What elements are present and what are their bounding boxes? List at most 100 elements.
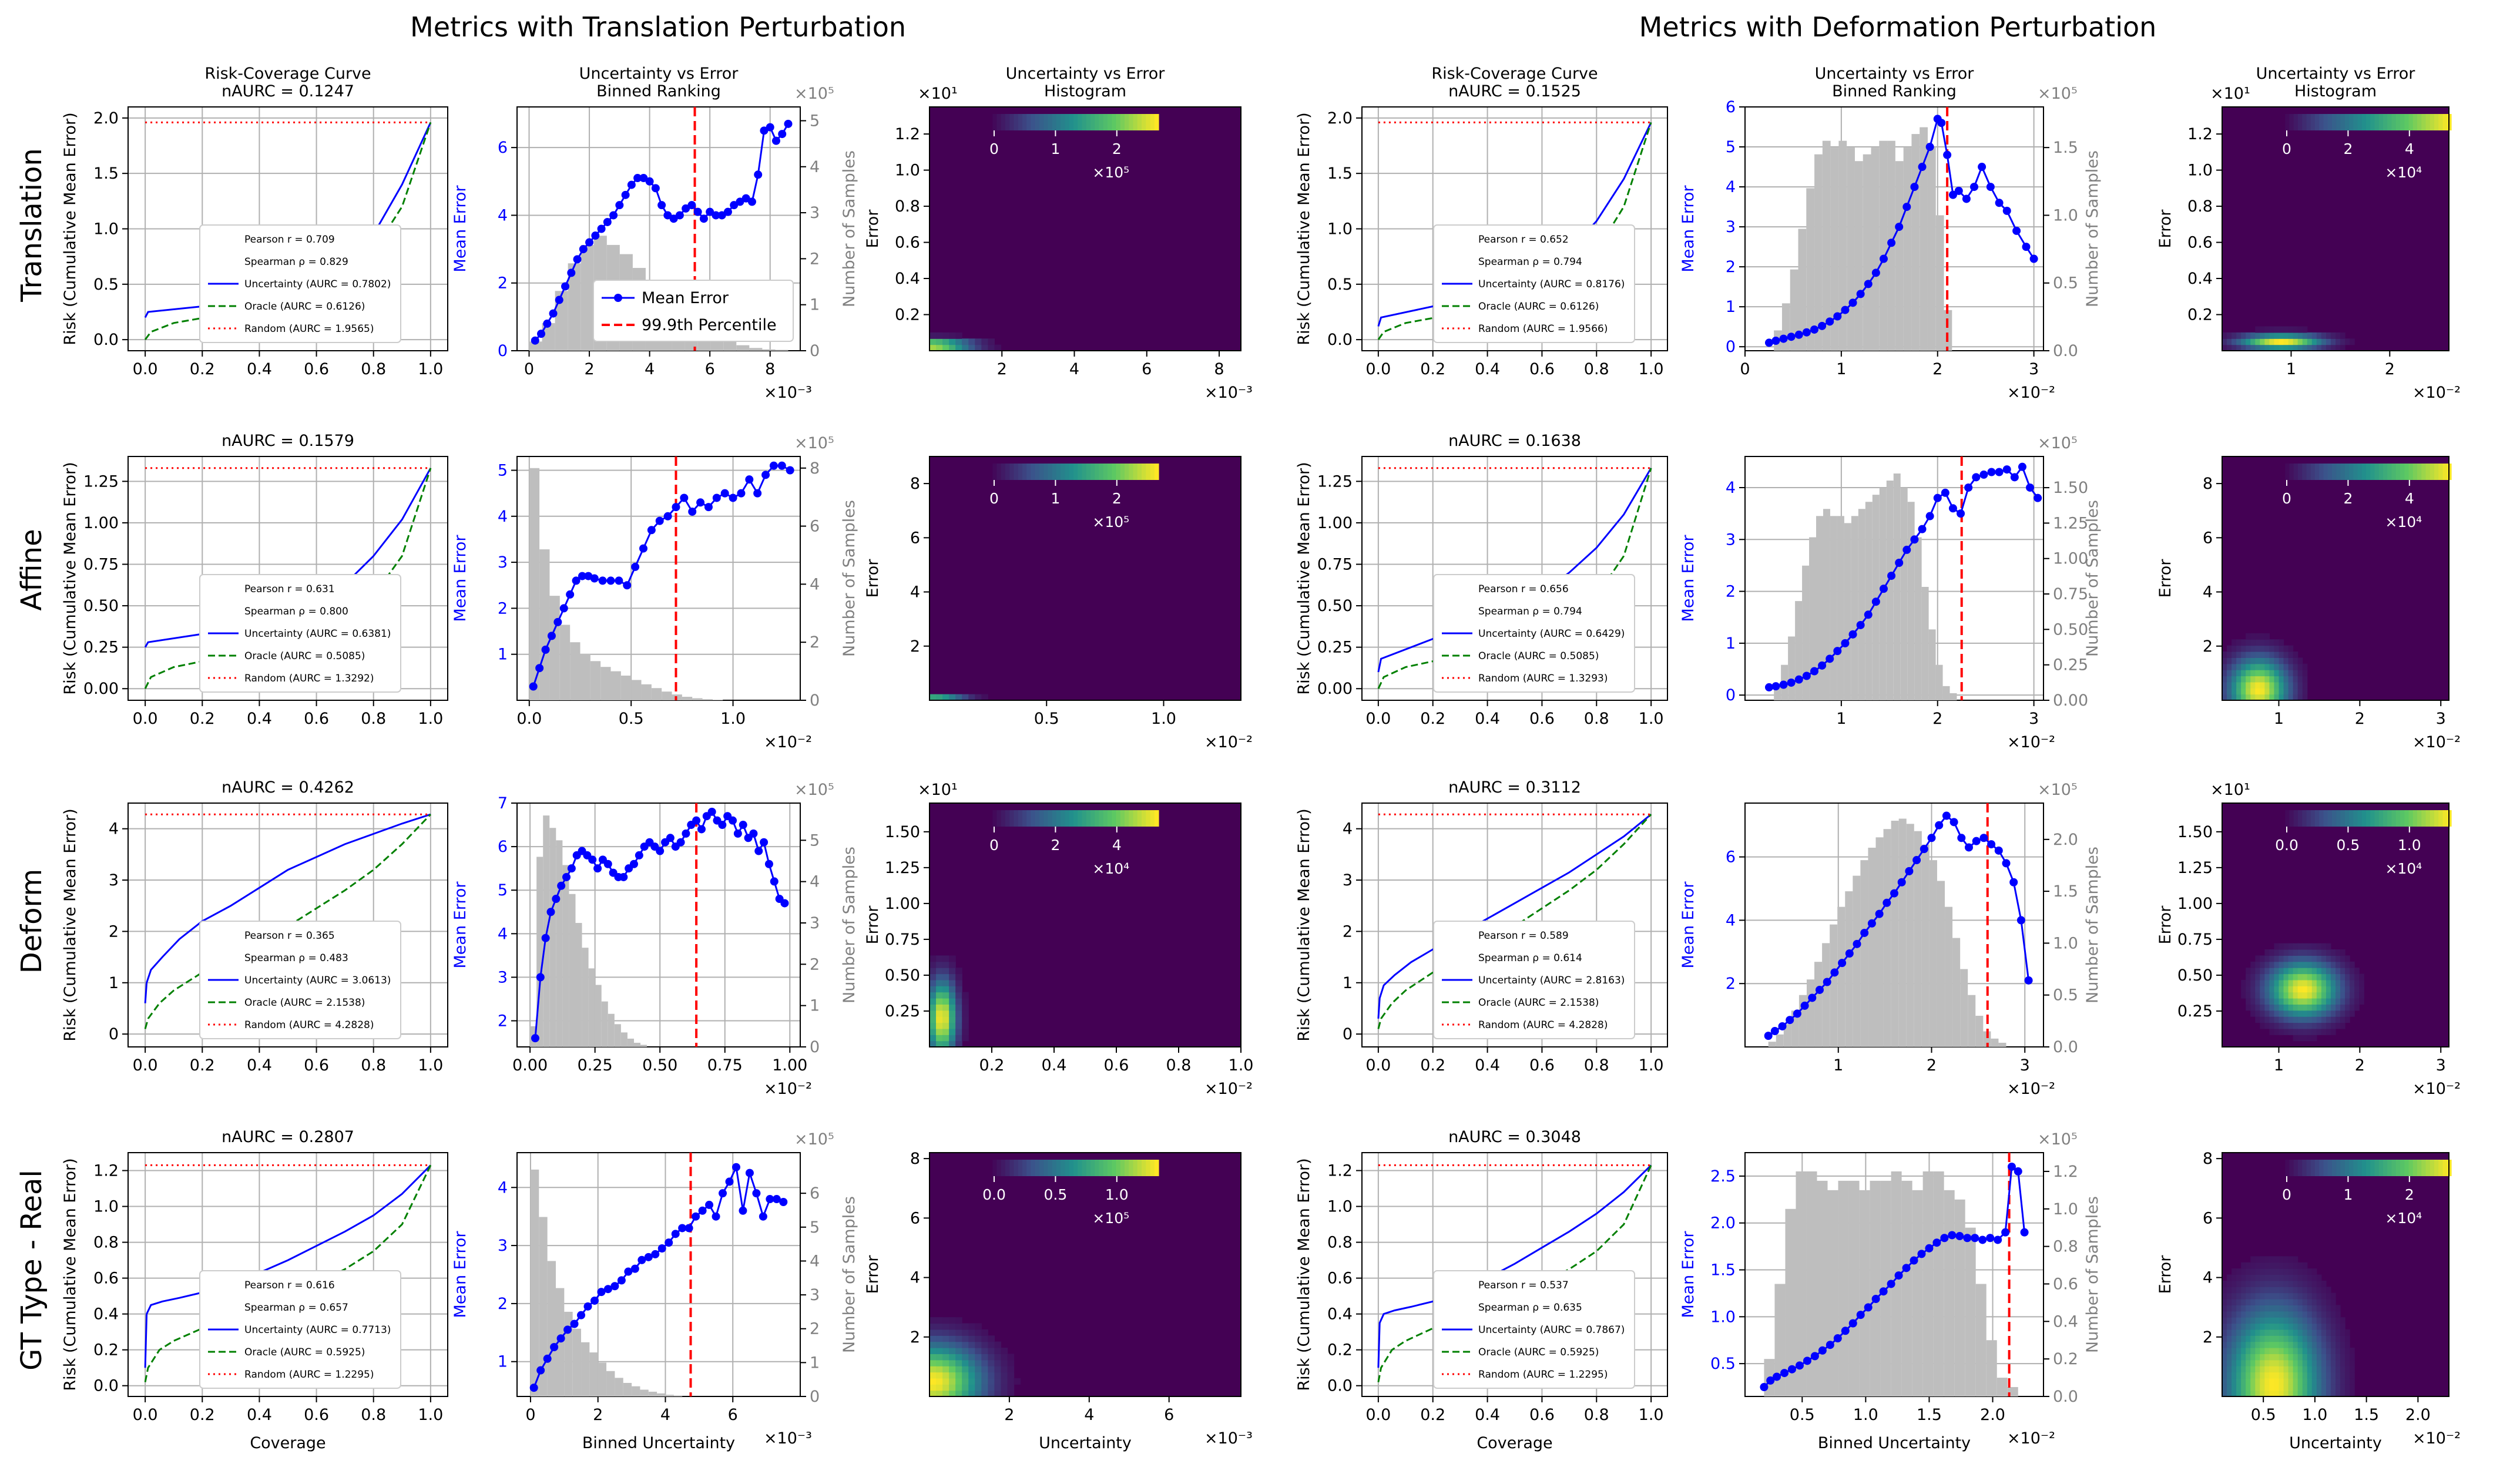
colorbar-segment bbox=[1022, 1160, 1027, 1176]
colorbar-segment bbox=[1137, 810, 1142, 827]
axes-frame bbox=[1361, 456, 1668, 701]
heatmap-cell bbox=[2232, 1317, 2237, 1324]
colorbar-segment bbox=[2421, 810, 2427, 827]
heatmap-cell bbox=[2293, 961, 2298, 968]
heatmap-cell bbox=[2264, 1004, 2270, 1011]
heatmap-cell bbox=[994, 1341, 1002, 1348]
histogram-bar bbox=[1806, 188, 1815, 351]
heatmap-cell bbox=[2288, 1378, 2294, 1385]
heatmap-cell bbox=[1007, 1390, 1015, 1397]
heatmap-cell bbox=[2250, 688, 2256, 695]
heatmap-cell bbox=[2316, 992, 2322, 999]
mean-error-point bbox=[1910, 535, 1919, 544]
heatmap-cell bbox=[2326, 332, 2331, 339]
heatmap-cell bbox=[2330, 1390, 2336, 1397]
heatmap-cell bbox=[942, 1354, 949, 1361]
heatmap-cell bbox=[2260, 1366, 2265, 1373]
heatmap-cell bbox=[949, 1378, 956, 1385]
heatmap-cell bbox=[2350, 992, 2355, 999]
heatmap-cell bbox=[2302, 1348, 2308, 1354]
colorbar-tick-label: 1 bbox=[1051, 490, 1060, 507]
legend-entry: Spearman ρ = 0.614 bbox=[1478, 952, 1582, 964]
y2-tick-label: 8 bbox=[810, 459, 820, 478]
mean-error-point bbox=[579, 245, 588, 254]
heatmap-cell bbox=[2311, 1004, 2317, 1011]
x-exponent: ×10⁻² bbox=[2007, 1080, 2055, 1098]
colorbar-segment bbox=[1150, 464, 1155, 480]
heatmap-cell bbox=[2260, 1354, 2265, 1361]
heatmap-cell bbox=[962, 1335, 969, 1342]
mean-error-point bbox=[623, 581, 632, 590]
heatmap-cell bbox=[930, 1040, 937, 1047]
heatmap-cell bbox=[2288, 1341, 2294, 1348]
mean-error-point bbox=[1848, 298, 1857, 307]
y-tick-label: 3 bbox=[498, 968, 508, 986]
y-tick-label: 1.0 bbox=[895, 162, 920, 180]
heatmap-cell bbox=[936, 1354, 943, 1361]
heatmap-cell bbox=[2236, 1372, 2242, 1379]
heatmap-cell bbox=[981, 1378, 988, 1385]
heatmap-cell bbox=[2297, 949, 2303, 956]
colorbar-segment bbox=[1103, 114, 1108, 130]
x-tick-label: 0.8 bbox=[1584, 1056, 1609, 1075]
heatmap-cell bbox=[2336, 998, 2341, 1005]
heatmap-cell bbox=[955, 1317, 962, 1324]
histogram-bar bbox=[1795, 601, 1803, 700]
heatmap-cell bbox=[2260, 1292, 2265, 1300]
heatmap-cell bbox=[2241, 1341, 2246, 1348]
x-exponent: ×10⁻² bbox=[2412, 733, 2461, 751]
histogram-bar bbox=[1837, 906, 1845, 1047]
heatmap-cell bbox=[2264, 1372, 2270, 1379]
heatmap-cell bbox=[955, 694, 962, 701]
colorbar-segment bbox=[2366, 810, 2371, 827]
y-tick-label: 4 bbox=[1726, 479, 1736, 497]
heatmap-cell bbox=[2255, 1256, 2260, 1263]
heatmap-cell bbox=[2288, 1028, 2294, 1035]
heatmap-cell bbox=[2274, 1378, 2280, 1385]
heatmap-cell bbox=[2340, 1366, 2345, 1373]
heatmap-cell bbox=[1001, 1372, 1008, 1379]
mean-error-point bbox=[627, 180, 636, 189]
histogram-bar bbox=[1845, 891, 1853, 1047]
heatmap-cell bbox=[955, 1040, 962, 1047]
heatmap-cell bbox=[2321, 992, 2327, 999]
heatmap-cell bbox=[949, 1384, 956, 1391]
mean-error-point bbox=[644, 1253, 653, 1261]
heatmap-cell bbox=[2340, 1384, 2345, 1391]
heatmap-cell bbox=[2288, 955, 2294, 962]
heatmap-cell bbox=[2283, 1287, 2289, 1294]
heatmap-cell bbox=[2279, 1384, 2284, 1391]
legend-entry: Pearson r = 0.652 bbox=[1478, 234, 1569, 246]
x-exponent: ×10⁻³ bbox=[1204, 384, 1253, 402]
heatmap-cell bbox=[2283, 955, 2289, 962]
x-tick-label: 1.5 bbox=[2354, 1406, 2379, 1424]
heatmap-cell bbox=[2246, 992, 2251, 999]
mean-error-point bbox=[1786, 1016, 1794, 1025]
y2-axis-label: Number of Samples bbox=[840, 150, 858, 307]
y-exponent: ×10¹ bbox=[918, 85, 958, 103]
heatmap-cell bbox=[2274, 332, 2280, 339]
colorbar-segment bbox=[1018, 810, 1023, 827]
colorbar-segment bbox=[1009, 114, 1015, 130]
y-axis-label: Mean Error bbox=[451, 535, 469, 622]
axes-frame bbox=[2222, 456, 2449, 701]
colorbar-segment bbox=[1090, 1160, 1095, 1176]
colorbar-exponent: ×10⁵ bbox=[1092, 513, 1129, 530]
x-tick-label: 0.8 bbox=[361, 710, 386, 728]
mean-error-point bbox=[737, 489, 746, 498]
heatmap-cell bbox=[962, 1329, 969, 1336]
heatmap-cell bbox=[968, 338, 975, 345]
heatmap-cell bbox=[2316, 332, 2322, 339]
y-tick-label: 1.2 bbox=[93, 1162, 119, 1180]
colorbar-segment bbox=[2332, 810, 2337, 827]
mean-error-point bbox=[705, 1200, 714, 1209]
heatmap-cell bbox=[2236, 1335, 2242, 1342]
heatmap-cell bbox=[2350, 961, 2355, 968]
colorbar-segment bbox=[2336, 810, 2341, 827]
x-tick-label: 0.4 bbox=[1475, 710, 1500, 728]
heatmap-cell bbox=[2227, 645, 2232, 652]
colorbar-segment bbox=[1031, 1160, 1036, 1176]
y2-tick-label: 1.0 bbox=[2053, 934, 2078, 952]
mean-error-point bbox=[2014, 1167, 2022, 1176]
heatmap-cell bbox=[2350, 1378, 2355, 1385]
